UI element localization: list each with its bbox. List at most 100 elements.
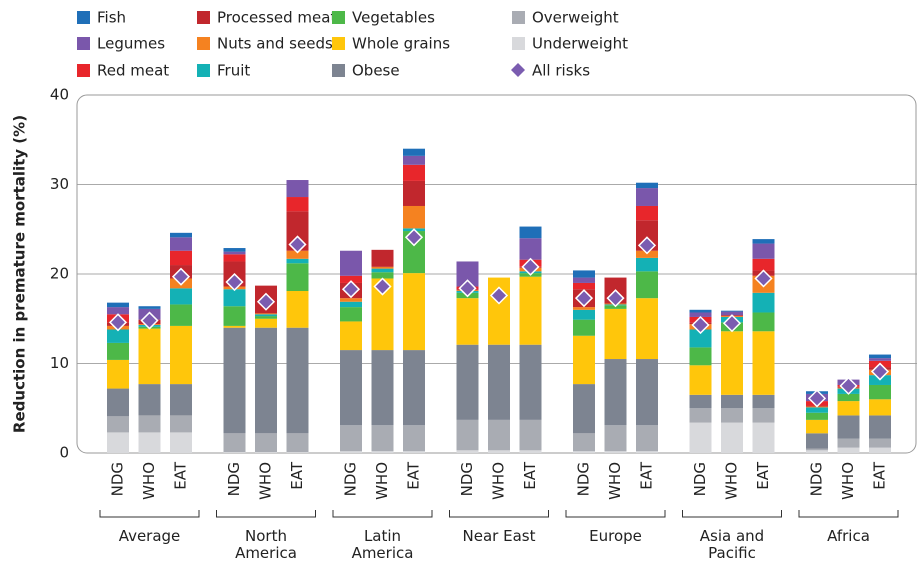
bar-segment (371, 425, 394, 452)
bar-segment (107, 388, 129, 417)
bar-segment (286, 291, 309, 328)
bar-segment (752, 422, 775, 453)
group-bracket (449, 510, 549, 518)
bar-segment (170, 250, 192, 266)
bar-segment (806, 419, 828, 434)
group-bracket (99, 510, 200, 518)
all-risks-marker (574, 289, 594, 308)
bar-segment (752, 239, 775, 244)
all-risks-marker (637, 236, 657, 255)
bar-segment (604, 425, 627, 452)
group-label: Africa (827, 527, 870, 545)
legend-label: Whole grains (352, 35, 450, 53)
bar-segment (689, 408, 712, 423)
bar-segment (573, 451, 595, 453)
legend-label: Red meat (97, 62, 169, 80)
x-tick-label: NDG (342, 462, 360, 496)
x-tick-label: NDG (225, 462, 243, 496)
bar-segment (403, 205, 425, 229)
group-label: Average (118, 527, 181, 545)
bar-segment (869, 384, 891, 400)
legend-marker (511, 63, 525, 77)
bar-segment (138, 415, 161, 433)
group-label: North America (235, 527, 297, 562)
y-tick-label: 20 (50, 265, 69, 283)
group-bracket (682, 510, 782, 518)
bar-segment (107, 342, 129, 360)
x-tick-label: WHO (606, 462, 624, 500)
bar-segment (223, 306, 246, 326)
bar-segment (371, 249, 394, 267)
bar-segment (286, 258, 309, 264)
bar-segment (636, 205, 658, 221)
bar-segment (689, 347, 712, 366)
bar-segment (107, 432, 129, 453)
bar-segment (138, 306, 161, 309)
group-label: Near East (462, 527, 536, 545)
x-tick-label: WHO (490, 462, 508, 500)
bar-segment (286, 263, 309, 292)
bar-segment (286, 327, 309, 434)
x-tick-label: EAT (521, 461, 539, 490)
bar-segment (403, 350, 425, 426)
legend-swatch (197, 37, 210, 50)
x-tick-label: EAT (638, 461, 656, 490)
bar-segment (721, 310, 743, 312)
bar-segment (488, 344, 510, 420)
all-risks-marker (870, 362, 890, 381)
y-tick-label: 40 (50, 86, 69, 104)
bar-segment (403, 148, 425, 156)
bar-segment (223, 327, 246, 434)
all-risks-marker (171, 267, 191, 286)
bar-segment (403, 164, 425, 181)
all-risks-marker (225, 272, 244, 292)
x-tick-label: EAT (405, 461, 423, 490)
bar-segment (837, 447, 860, 453)
bar-segment (519, 276, 542, 345)
bar-segment (837, 393, 860, 402)
all-risks-marker (722, 314, 742, 333)
bar-segment (837, 415, 860, 439)
bar-segment (636, 271, 658, 299)
legend-label: Overweight (532, 9, 619, 27)
legend-label: Fish (97, 9, 126, 27)
bar-segment (636, 188, 658, 206)
legend-label: Legumes (97, 35, 165, 53)
all-risks-marker (404, 228, 424, 247)
bar-segment (488, 450, 510, 453)
bar-segment (340, 451, 362, 453)
group-bracket (798, 510, 899, 518)
group-bracket (565, 510, 666, 518)
x-tick-label: NDG (691, 462, 709, 496)
bar-segment (519, 226, 542, 239)
bar-segment (519, 450, 542, 453)
bar-segment (456, 298, 479, 345)
legend-label: All risks (532, 62, 590, 80)
bar-segment (340, 301, 362, 308)
all-risks-marker (807, 389, 827, 408)
bar-segment (170, 237, 192, 251)
bar-segment (636, 182, 658, 189)
bar-segment (752, 292, 775, 313)
bar-segment (371, 278, 394, 351)
legend-swatch (77, 64, 90, 77)
all-risks-marker (839, 376, 858, 395)
bar-segment (752, 408, 775, 423)
bar-segment (752, 312, 775, 332)
x-tick-label: EAT (754, 461, 772, 490)
bar-segment (752, 243, 775, 259)
bar-segment (170, 304, 192, 326)
bar-segment (573, 270, 595, 278)
bar-segment (170, 288, 192, 305)
bar-segment (107, 359, 129, 389)
all-risks-marker (373, 277, 392, 296)
legend-label: Vegetables (352, 9, 435, 27)
all-risks-marker (108, 313, 128, 332)
bar-segment (107, 329, 129, 343)
bar-segment (721, 331, 743, 395)
y-axis-label: Reduction in premature mortality (%) (11, 115, 29, 433)
legend-swatch (332, 11, 345, 24)
bar-segment (721, 311, 743, 316)
